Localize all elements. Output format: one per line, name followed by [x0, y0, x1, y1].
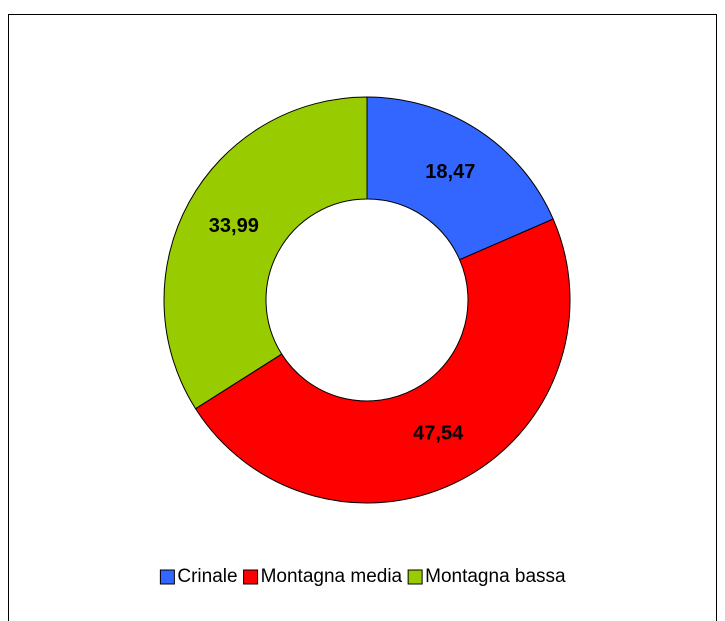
legend-swatch	[243, 569, 259, 585]
legend-label: Crinale	[177, 566, 237, 587]
data-label: 33,99	[209, 215, 259, 237]
data-label: 18,47	[425, 161, 475, 183]
chart-frame	[8, 14, 717, 621]
legend-swatch	[407, 569, 423, 585]
donut-slice	[163, 96, 368, 410]
legend-label: Montagna media	[261, 566, 403, 587]
legend-swatch	[159, 569, 175, 585]
data-label: 47,54	[413, 423, 464, 445]
legend-label: Montagna bassa	[425, 566, 566, 587]
donut-slice	[366, 96, 554, 261]
donut-slice	[194, 218, 571, 504]
legend: Crinale Montagna media Montagna bassa	[159, 566, 566, 587]
